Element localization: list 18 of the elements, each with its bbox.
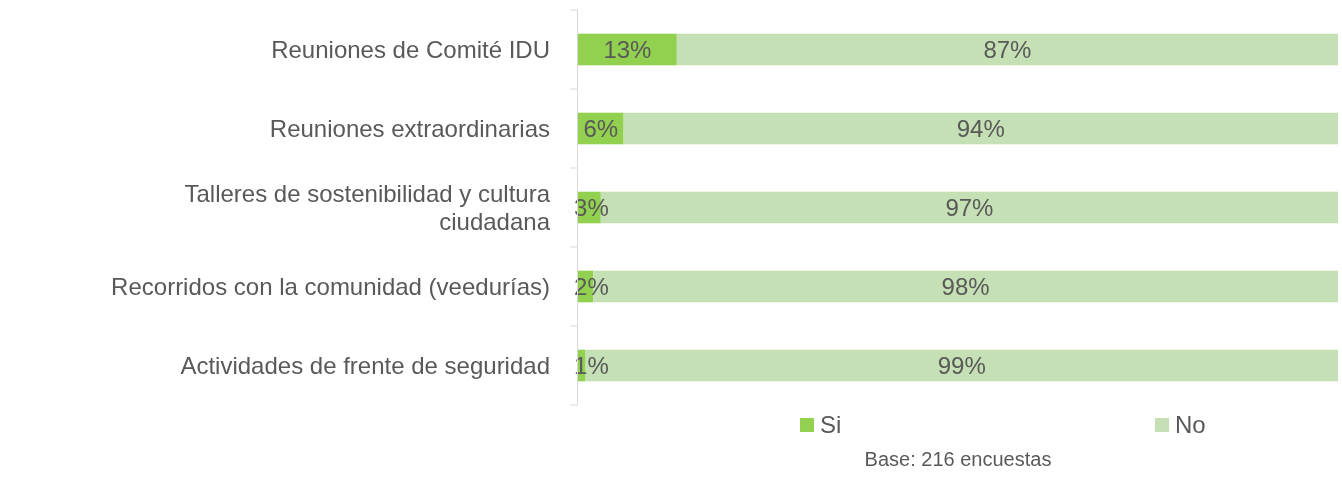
legend-label: No [1175, 411, 1206, 439]
y-tick-label: Reuniones de Comité IDU [271, 35, 550, 63]
data-label: 6% [583, 114, 619, 142]
y-tick-label: Talleres de sostenibilidad y cultura ciudadana [184, 179, 551, 235]
bar [623, 112, 1338, 145]
data-label: 13% [603, 35, 652, 63]
y-tick-label: Recorridos con la comunidad (veedurías) [111, 272, 550, 300]
y-tick-label: Actividades de frente de seguridad [180, 351, 550, 379]
data-label: 98% [941, 272, 990, 300]
text: Base: 216 encuestas [864, 448, 1052, 470]
data-label: 94% [956, 114, 1005, 142]
data-label: 99% [937, 351, 986, 379]
data-label: 97% [945, 193, 994, 221]
data-label: 87% [983, 35, 1032, 63]
data-label: 2% [574, 272, 609, 300]
legend-label: Si [820, 411, 842, 439]
y-tick-label: Reuniones extraordinarias [269, 114, 550, 142]
bar [676, 33, 1338, 66]
